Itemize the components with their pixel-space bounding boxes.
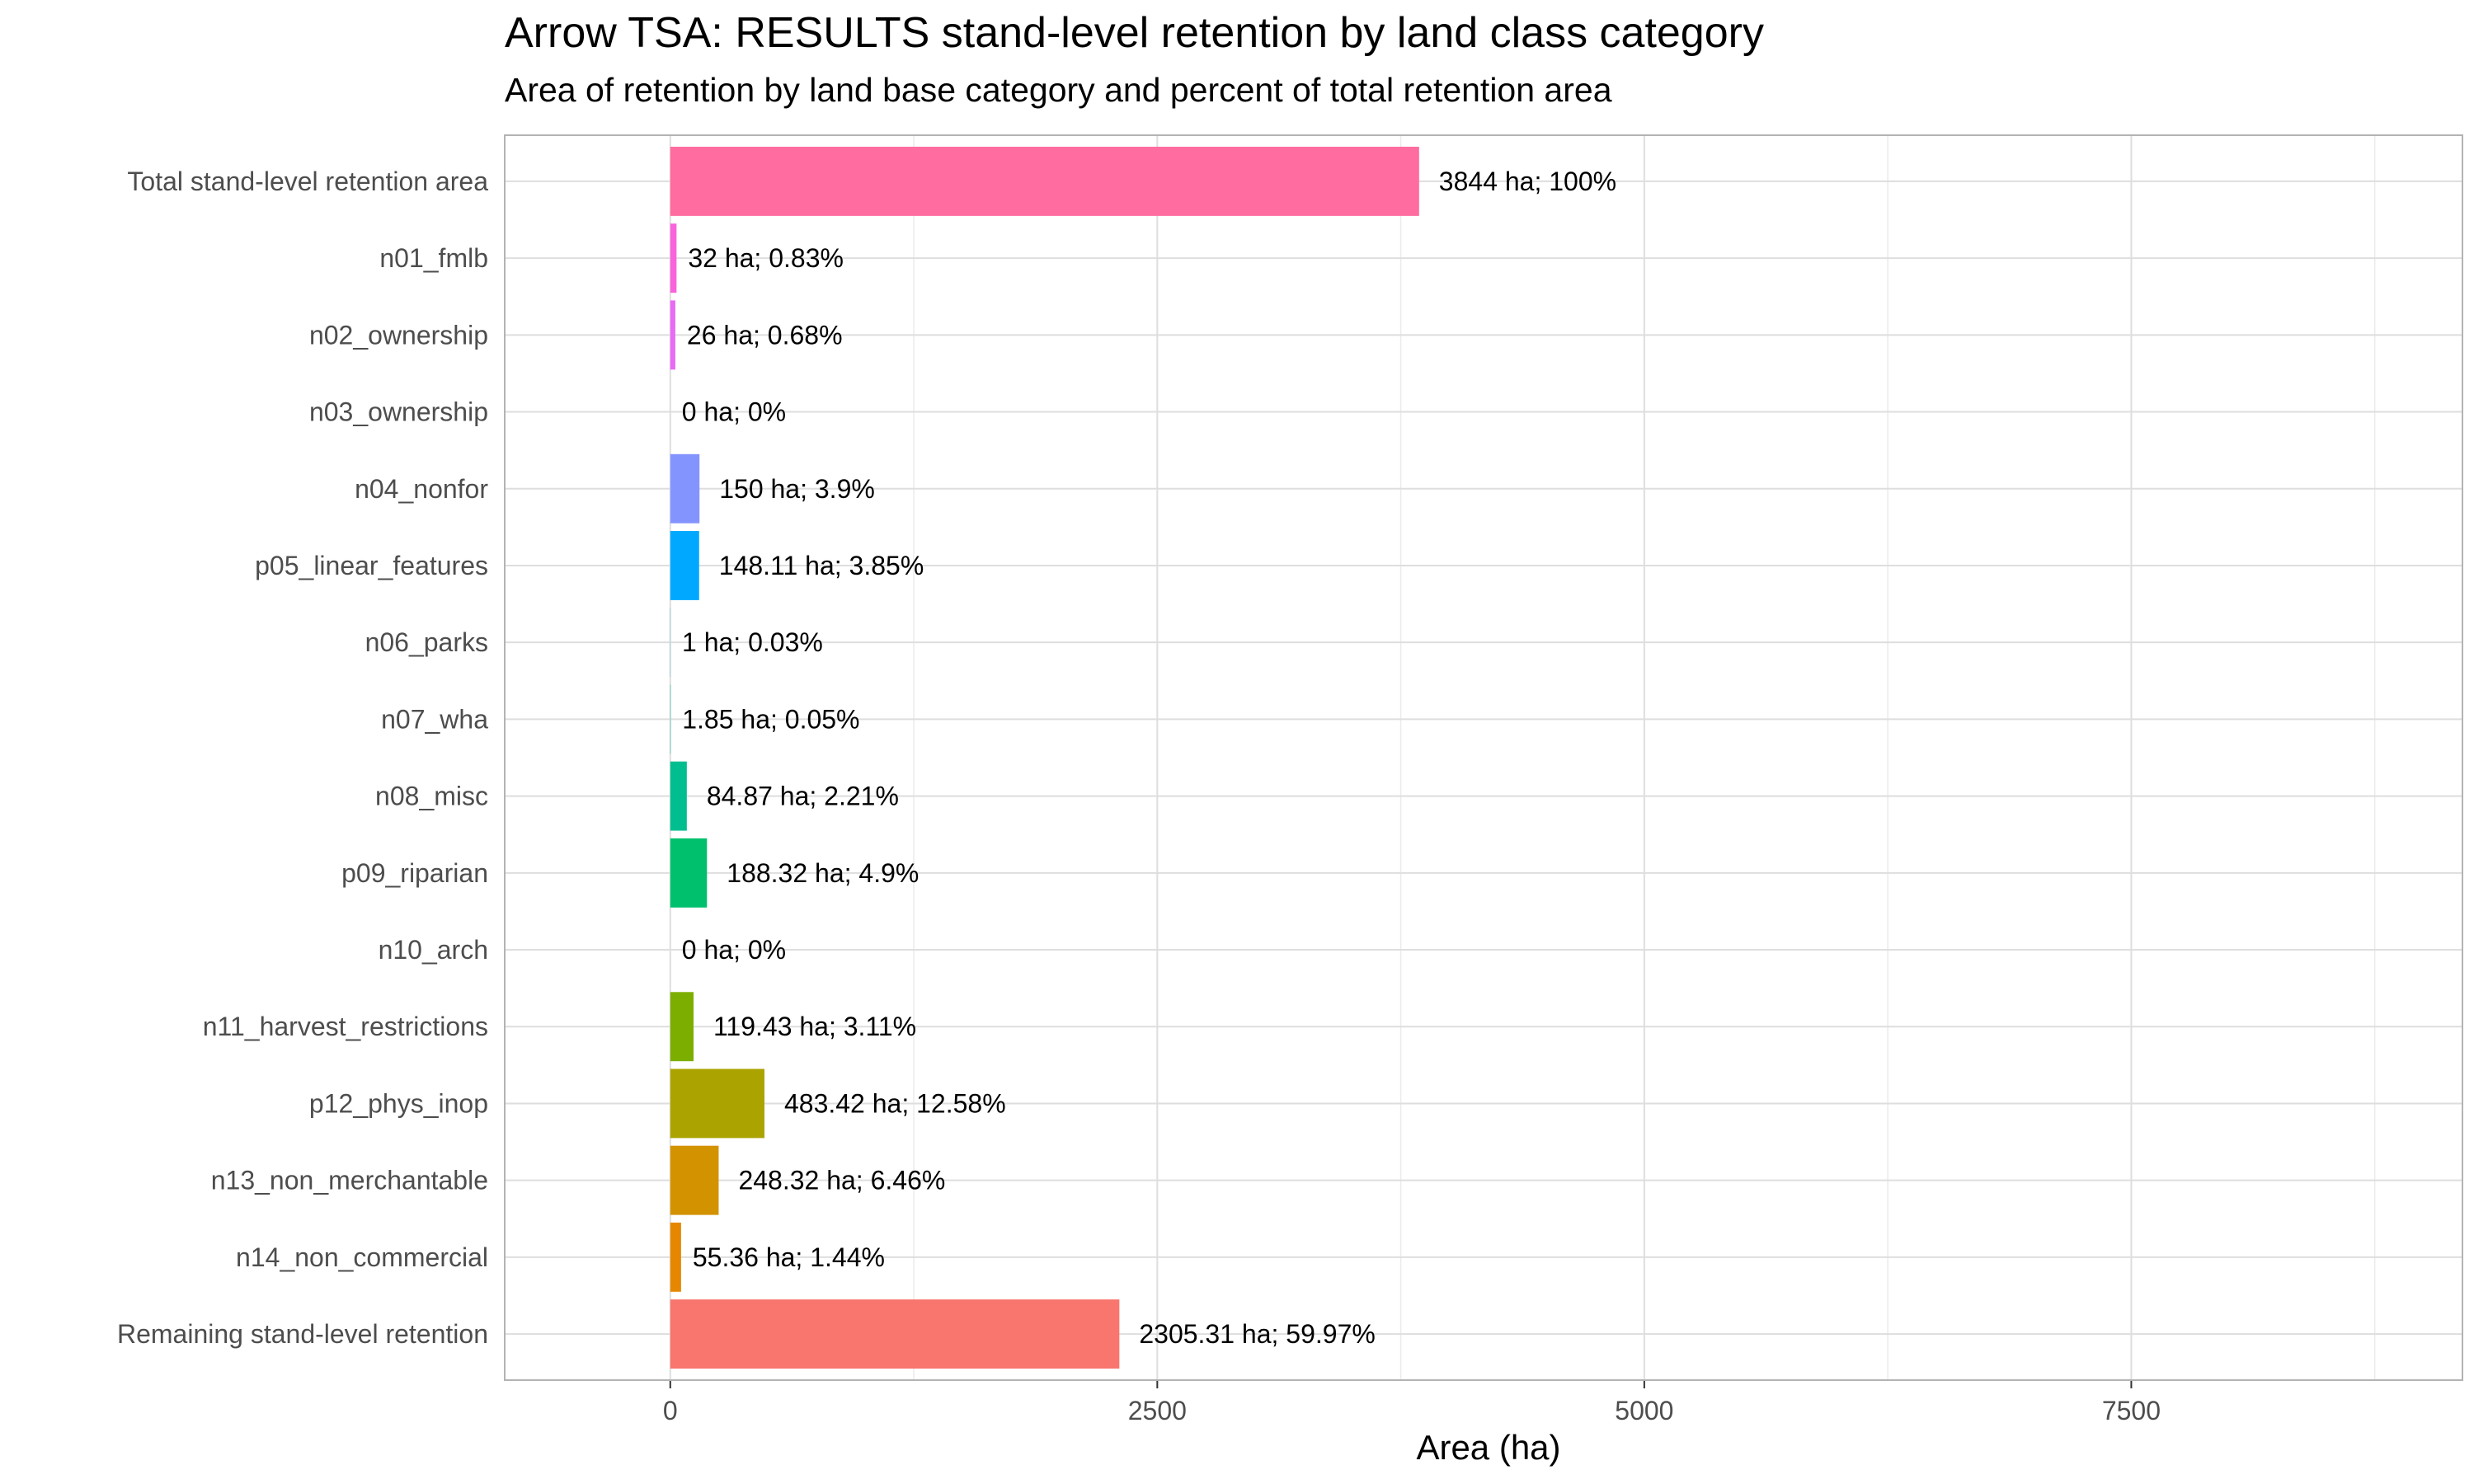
chart-title: Arrow TSA: RESULTS stand-level retention… <box>505 9 1764 57</box>
data-label: 0 ha; 0% <box>682 397 786 427</box>
data-label: 0 ha; 0% <box>682 935 786 965</box>
x-tick-label: 5000 <box>1615 1396 1673 1425</box>
category-label: n03_ownership <box>309 397 488 427</box>
category-label: n11_harvest_restrictions <box>203 1012 488 1041</box>
data-label: 55.36 ha; 1.44% <box>693 1242 885 1272</box>
plot-border <box>504 134 2463 1381</box>
category-label: n01_fmlb <box>379 243 488 273</box>
data-label: 1 ha; 0.03% <box>682 627 823 657</box>
bar <box>670 1068 764 1139</box>
bar <box>670 761 687 831</box>
bar <box>670 1145 719 1215</box>
bar <box>670 1222 681 1292</box>
x-tick-label: 0 <box>663 1396 678 1425</box>
category-label: n06_parks <box>365 627 488 657</box>
data-label: 3844 ha; 100% <box>1439 167 1616 196</box>
bar <box>670 838 708 908</box>
data-label: 248.32 ha; 6.46% <box>738 1166 945 1195</box>
data-label: 188.32 ha; 4.9% <box>727 858 919 888</box>
category-label: n08_misc <box>375 782 488 811</box>
category-label: n14_non_commercial <box>236 1242 488 1272</box>
data-label: 1.85 ha; 0.05% <box>682 704 859 734</box>
x-tick-label: 2500 <box>1128 1396 1187 1425</box>
bar <box>670 223 677 294</box>
category-label: Total stand-level retention area <box>127 167 488 196</box>
x-axis-title: Area (ha) <box>1416 1428 1560 1467</box>
category-label: n10_arch <box>379 935 488 965</box>
bar <box>670 992 694 1062</box>
x-tick-label: 7500 <box>2102 1396 2161 1425</box>
data-label: 84.87 ha; 2.21% <box>707 782 899 811</box>
data-label: 150 ha; 3.9% <box>719 474 875 504</box>
data-label: 483.42 ha; 12.58% <box>784 1088 1006 1118</box>
data-labels: 3844 ha; 100% 32 ha; 0.83% 26 ha; 0.68% 0 h… <box>682 167 1616 1349</box>
category-label: n07_wha <box>381 704 488 734</box>
category-label: p05_linear_features <box>255 551 488 580</box>
bar <box>670 1299 1120 1369</box>
chart-subtitle: Area of retention by land base category … <box>505 71 1612 109</box>
category-label: p09_riparian <box>341 858 488 888</box>
plot-background <box>505 135 2462 1380</box>
bars <box>670 146 1419 1369</box>
bar <box>670 531 699 600</box>
category-label: n04_nonfor <box>355 474 488 504</box>
bar <box>670 453 700 524</box>
category-label: Remaining stand-level retention <box>117 1319 488 1349</box>
data-label: 26 ha; 0.68% <box>687 320 843 350</box>
bar <box>670 146 1419 216</box>
data-label: 148.11 ha; 3.85% <box>719 551 924 580</box>
category-labels: Total stand-level retention area n01_fmlb… <box>117 167 488 1349</box>
data-label: 2305.31 ha; 59.97% <box>1139 1319 1375 1349</box>
data-label: 32 ha; 0.83% <box>688 243 844 273</box>
category-label: n02_ownership <box>309 320 488 350</box>
category-label: n13_non_merchantable <box>211 1166 488 1195</box>
bar <box>670 300 675 370</box>
x-axis-ticks: 0 2500 5000 7500 <box>663 1380 2161 1425</box>
category-label: p12_phys_inop <box>309 1088 488 1118</box>
data-label: 119.43 ha; 3.11% <box>713 1012 916 1041</box>
